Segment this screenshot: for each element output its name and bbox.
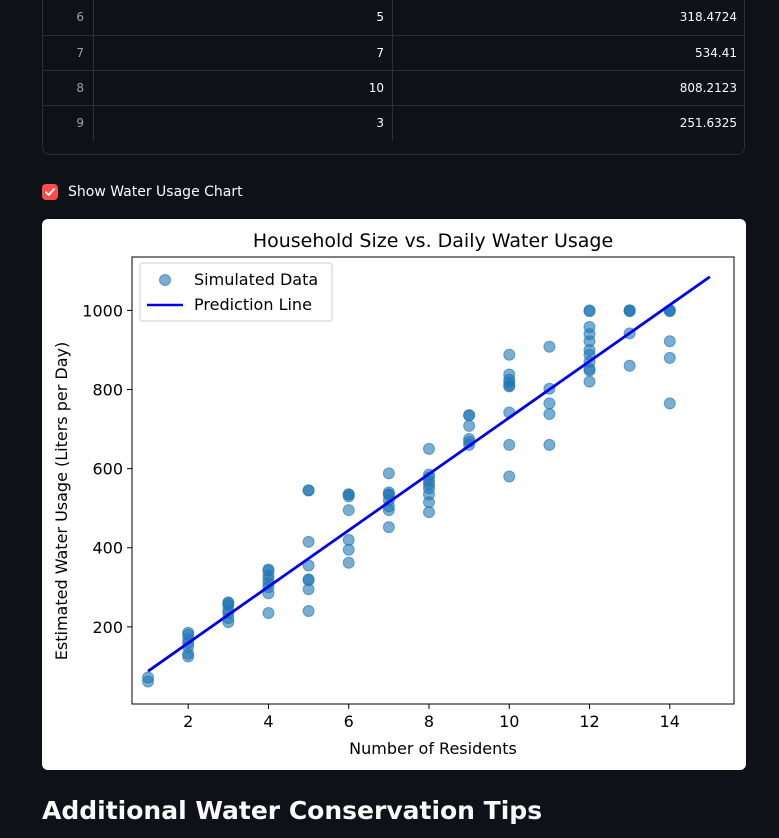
data-point bbox=[302, 605, 315, 618]
y-tick-label: 600 bbox=[92, 460, 123, 479]
data-point bbox=[503, 470, 516, 483]
data-table: 6 5 318.4724 7 7 534.41 8 10 808.2123 9 3 251.6325 bbox=[42, 0, 745, 155]
usage-cell: 534.41 bbox=[695, 46, 737, 60]
data-point bbox=[623, 359, 636, 372]
axes: 2 4 6 8 10 12 14 200 400 600 800 1000 bbox=[82, 301, 680, 731]
data-point bbox=[543, 408, 556, 421]
data-point bbox=[503, 348, 516, 361]
data-point bbox=[543, 438, 556, 451]
data-point bbox=[583, 375, 596, 388]
legend-label-scatter: Simulated Data bbox=[194, 270, 318, 289]
row-index: 8 bbox=[43, 71, 94, 106]
table-row: 6 5 318.4724 bbox=[43, 0, 744, 35]
data-point bbox=[663, 397, 676, 410]
legend-label-line: Prediction Line bbox=[194, 295, 312, 314]
row-index: 9 bbox=[43, 106, 94, 141]
data-point bbox=[342, 488, 355, 501]
x-tick-label: 4 bbox=[263, 712, 273, 731]
data-point bbox=[302, 535, 315, 548]
residents-cell: 10 bbox=[94, 71, 393, 106]
checkmark-icon bbox=[45, 188, 55, 196]
data-point bbox=[463, 409, 476, 422]
residents-cell: 7 bbox=[94, 36, 393, 71]
data-point bbox=[543, 397, 556, 410]
chart-svg: Household Size vs. Daily Water Usage Num… bbox=[52, 230, 735, 758]
data-point bbox=[342, 543, 355, 556]
data-point bbox=[142, 671, 155, 684]
x-tick-label: 6 bbox=[344, 712, 354, 731]
plot-area bbox=[142, 275, 711, 688]
usage-cell: 251.6325 bbox=[679, 116, 737, 130]
data-point bbox=[382, 467, 395, 480]
y-tick-label: 1000 bbox=[82, 301, 123, 320]
y-tick-label: 800 bbox=[92, 381, 123, 400]
checkbox-label: Show Water Usage Chart bbox=[68, 184, 243, 200]
residents-cell: 3 bbox=[94, 106, 393, 141]
section-heading: Additional Water Conservation Tips bbox=[42, 796, 543, 825]
data-point bbox=[583, 304, 596, 317]
legend: Simulated Data Prediction Line bbox=[139, 262, 333, 322]
residents-cell: 5 bbox=[94, 0, 393, 35]
prediction-line bbox=[147, 275, 711, 673]
y-axis-label: Estimated Water Usage (Liters per Day) bbox=[52, 342, 71, 660]
data-point bbox=[422, 442, 435, 455]
data-point bbox=[182, 626, 195, 639]
data-point bbox=[262, 563, 275, 576]
data-point bbox=[663, 335, 676, 348]
show-chart-toggle[interactable]: Show Water Usage Chart bbox=[42, 182, 243, 202]
data-point bbox=[222, 596, 235, 609]
data-point bbox=[382, 486, 395, 499]
legend-box bbox=[139, 262, 333, 322]
data-point bbox=[583, 321, 596, 334]
data-point bbox=[623, 304, 636, 317]
data-point bbox=[422, 506, 435, 519]
x-tick-label: 2 bbox=[183, 712, 193, 731]
data-point bbox=[262, 607, 275, 620]
row-index: 7 bbox=[43, 36, 94, 71]
data-point bbox=[342, 533, 355, 546]
data-point bbox=[463, 419, 476, 432]
usage-cell: 318.4724 bbox=[679, 10, 737, 24]
data-point bbox=[663, 351, 676, 364]
x-tick-label: 14 bbox=[660, 712, 680, 731]
data-point bbox=[302, 573, 315, 586]
x-axis-label: Number of Residents bbox=[349, 739, 517, 758]
usage-cell: 808.2123 bbox=[679, 81, 737, 95]
checkbox[interactable] bbox=[42, 184, 58, 200]
x-tick-label: 12 bbox=[579, 712, 599, 731]
data-point bbox=[302, 484, 315, 497]
table-row: 7 7 534.41 bbox=[43, 35, 744, 71]
legend-scatter-marker bbox=[159, 274, 171, 286]
data-point bbox=[543, 340, 556, 353]
x-tick-label: 10 bbox=[499, 712, 519, 731]
data-point bbox=[503, 368, 516, 381]
data-point bbox=[342, 504, 355, 517]
data-point bbox=[342, 556, 355, 569]
water-usage-chart: Household Size vs. Daily Water Usage Num… bbox=[42, 219, 746, 770]
y-tick-label: 400 bbox=[92, 539, 123, 558]
plot-frame bbox=[131, 256, 735, 705]
table-row: 9 3 251.6325 bbox=[43, 105, 744, 141]
row-index: 6 bbox=[43, 0, 94, 35]
chart-title: Household Size vs. Daily Water Usage bbox=[253, 230, 613, 252]
table-row: 8 10 808.2123 bbox=[43, 70, 744, 106]
data-point bbox=[382, 521, 395, 534]
x-tick-label: 8 bbox=[424, 712, 434, 731]
data-point bbox=[503, 438, 516, 451]
y-tick-label: 200 bbox=[92, 618, 123, 637]
